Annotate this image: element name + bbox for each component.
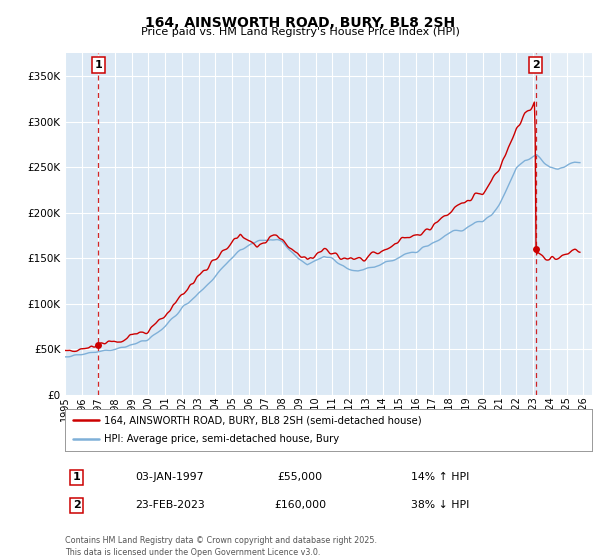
Text: 164, AINSWORTH ROAD, BURY, BL8 2SH (semi-detached house): 164, AINSWORTH ROAD, BURY, BL8 2SH (semi…: [104, 415, 422, 425]
Text: 23-FEB-2023: 23-FEB-2023: [135, 500, 205, 510]
Text: Contains HM Land Registry data © Crown copyright and database right 2025.
This d: Contains HM Land Registry data © Crown c…: [65, 536, 377, 557]
Text: 14% ↑ HPI: 14% ↑ HPI: [411, 472, 469, 482]
Text: 164, AINSWORTH ROAD, BURY, BL8 2SH: 164, AINSWORTH ROAD, BURY, BL8 2SH: [145, 16, 455, 30]
Text: £55,000: £55,000: [277, 472, 323, 482]
Text: 1: 1: [94, 60, 102, 70]
Text: £160,000: £160,000: [274, 500, 326, 510]
Text: 38% ↓ HPI: 38% ↓ HPI: [411, 500, 469, 510]
Bar: [550, 53, 592, 395]
Text: Price paid vs. HM Land Registry's House Price Index (HPI): Price paid vs. HM Land Registry's House …: [140, 27, 460, 37]
Text: 1: 1: [73, 472, 80, 482]
Text: 2: 2: [73, 500, 80, 510]
Text: HPI: Average price, semi-detached house, Bury: HPI: Average price, semi-detached house,…: [104, 435, 340, 445]
Text: 2: 2: [532, 60, 539, 70]
Text: 03-JAN-1997: 03-JAN-1997: [135, 472, 203, 482]
